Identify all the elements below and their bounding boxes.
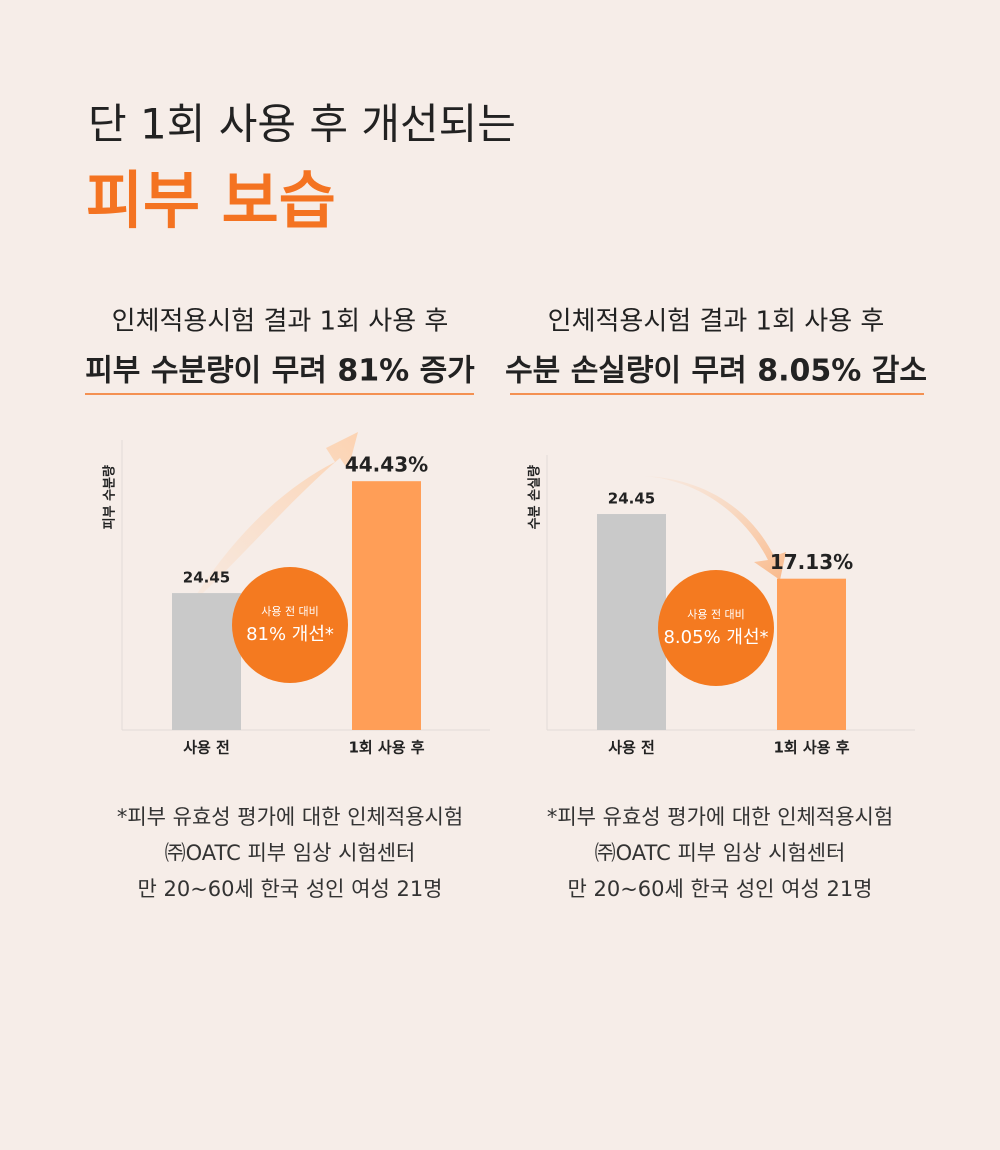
chart-title: 수분 손실량이 무려 8.05% 감소 bbox=[505, 354, 927, 389]
bar bbox=[172, 593, 241, 730]
x-tick-label: 1회 사용 후 bbox=[348, 739, 424, 757]
footnote: *피부 유효성 평가에 대한 인체적용시험 bbox=[547, 805, 893, 829]
bar bbox=[777, 578, 846, 730]
value-label: 44.43% bbox=[345, 453, 428, 477]
annotation-small: 사용 전 대비 bbox=[687, 608, 745, 621]
x-tick-label: 1회 사용 후 bbox=[773, 739, 849, 757]
annotation-small: 사용 전 대비 bbox=[261, 605, 319, 618]
annotation-main: 81% 개선* bbox=[246, 624, 334, 645]
footnote: 만 20~60세 한국 성인 여성 21명 bbox=[137, 877, 442, 901]
header-line2: 피부 보습 bbox=[86, 164, 336, 237]
arrow-decoration bbox=[643, 476, 786, 580]
chart-title: 피부 수분량이 무려 81% 증가 bbox=[85, 354, 475, 389]
header-line1: 단 1회 사용 후 개선되는 bbox=[88, 100, 516, 149]
arrow-decoration bbox=[190, 432, 358, 605]
y-axis-label: 피부 수분량 bbox=[103, 465, 118, 529]
bar bbox=[597, 514, 666, 730]
chart-subtitle: 인체적용시험 결과 1회 사용 후 bbox=[112, 307, 449, 337]
footnote: ㈜OATC 피부 임상 시험센터 bbox=[165, 841, 416, 865]
footnote: *피부 유효성 평가에 대한 인체적용시험 bbox=[117, 805, 463, 829]
value-label: 17.13% bbox=[770, 550, 853, 574]
value-label: 24.45 bbox=[183, 569, 230, 587]
y-axis-label: 수분 손실량 bbox=[527, 465, 543, 529]
annotation-main: 8.05% 개선* bbox=[663, 627, 768, 648]
highlight-circle bbox=[232, 567, 348, 683]
footnote: 만 20~60세 한국 성인 여성 21명 bbox=[567, 877, 872, 901]
value-label: 24.45 bbox=[608, 490, 655, 508]
bar bbox=[352, 481, 421, 730]
x-tick-label: 사용 전 bbox=[183, 739, 230, 757]
chart-subtitle: 인체적용시험 결과 1회 사용 후 bbox=[548, 307, 885, 337]
highlight-circle bbox=[658, 570, 774, 686]
footnote: ㈜OATC 피부 임상 시험센터 bbox=[595, 841, 846, 865]
x-tick-label: 사용 전 bbox=[608, 739, 655, 757]
